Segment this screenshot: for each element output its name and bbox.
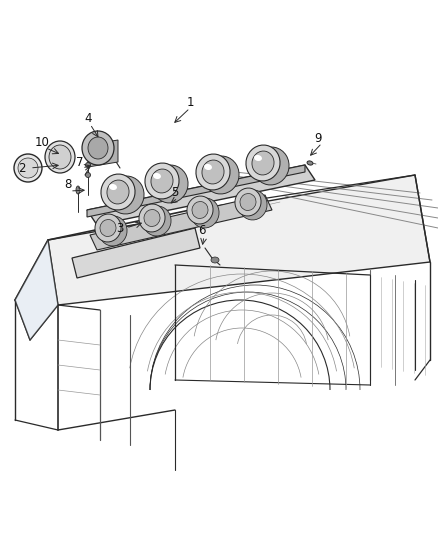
- Ellipse shape: [76, 186, 80, 194]
- Ellipse shape: [99, 216, 127, 246]
- Ellipse shape: [144, 209, 160, 227]
- Text: 3: 3: [117, 222, 124, 235]
- Ellipse shape: [252, 151, 274, 175]
- Ellipse shape: [204, 164, 212, 170]
- Text: 5: 5: [171, 185, 179, 198]
- Ellipse shape: [152, 165, 188, 203]
- Ellipse shape: [49, 145, 71, 169]
- Ellipse shape: [107, 180, 129, 204]
- Polygon shape: [72, 228, 200, 278]
- Ellipse shape: [211, 257, 219, 263]
- Polygon shape: [48, 175, 430, 305]
- Text: 1: 1: [186, 95, 194, 109]
- Ellipse shape: [202, 160, 224, 184]
- Ellipse shape: [203, 156, 239, 194]
- Text: 10: 10: [35, 136, 49, 149]
- Ellipse shape: [101, 174, 135, 210]
- Ellipse shape: [18, 158, 38, 178]
- Ellipse shape: [187, 196, 213, 224]
- Polygon shape: [90, 195, 272, 250]
- Text: 6: 6: [198, 223, 206, 237]
- Polygon shape: [88, 140, 118, 167]
- Ellipse shape: [109, 184, 117, 190]
- Polygon shape: [87, 165, 315, 225]
- Ellipse shape: [139, 204, 165, 232]
- Ellipse shape: [100, 220, 116, 237]
- Ellipse shape: [235, 188, 261, 216]
- Text: 8: 8: [64, 179, 72, 191]
- Ellipse shape: [151, 169, 173, 193]
- Ellipse shape: [85, 163, 91, 167]
- Ellipse shape: [14, 154, 42, 182]
- Ellipse shape: [246, 145, 280, 181]
- Ellipse shape: [239, 190, 267, 220]
- Ellipse shape: [153, 173, 161, 179]
- Polygon shape: [87, 165, 305, 217]
- Ellipse shape: [143, 206, 171, 236]
- Ellipse shape: [191, 198, 219, 228]
- Text: 7: 7: [76, 156, 84, 168]
- Ellipse shape: [307, 161, 313, 165]
- Ellipse shape: [254, 155, 262, 161]
- Ellipse shape: [45, 141, 75, 173]
- Text: 9: 9: [314, 132, 322, 144]
- Ellipse shape: [196, 154, 230, 190]
- Ellipse shape: [253, 147, 289, 185]
- Text: 2: 2: [18, 161, 26, 174]
- Ellipse shape: [240, 193, 256, 211]
- Ellipse shape: [85, 173, 91, 177]
- Ellipse shape: [145, 163, 179, 199]
- Ellipse shape: [88, 137, 108, 159]
- Polygon shape: [15, 240, 58, 340]
- Text: 4: 4: [84, 111, 92, 125]
- Ellipse shape: [192, 201, 208, 219]
- Ellipse shape: [108, 176, 144, 214]
- Ellipse shape: [82, 131, 114, 165]
- Ellipse shape: [95, 214, 121, 242]
